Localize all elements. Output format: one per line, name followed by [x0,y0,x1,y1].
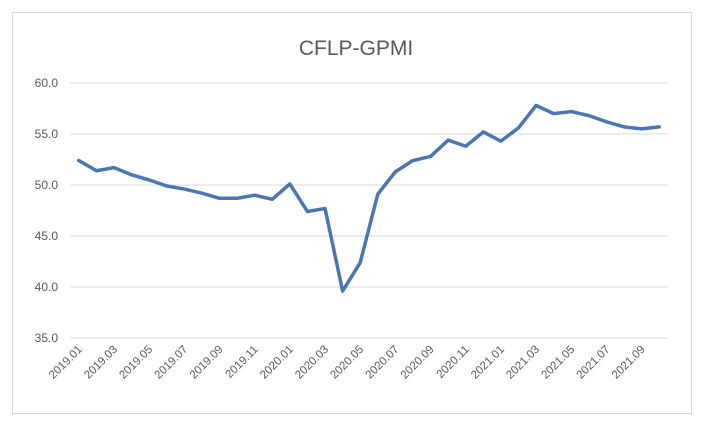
y-tick-label: 40.0 [35,280,59,294]
chart-title: CFLP-GPMI [299,37,413,60]
x-tick-label: 2020.07 [364,344,402,382]
x-tick-label: 2019.03 [82,344,120,382]
data-point [147,178,151,182]
x-tick-label: 2020.05 [328,344,366,382]
data-point [482,130,485,134]
x-tick-label: 2021.03 [504,344,542,382]
data-point [464,145,467,148]
data-point [359,261,362,264]
data-point [587,114,591,117]
x-tick-label: 2021.05 [540,344,578,382]
data-point [130,173,133,176]
data-point [218,197,221,200]
data-point [446,138,450,142]
data-point [95,169,98,172]
series-layer [77,103,661,293]
data-point [306,210,309,213]
data-point [429,155,432,158]
data-point [183,187,186,191]
x-tick-label: 2021.09 [610,344,648,382]
data-point [253,194,256,197]
data-point [323,207,327,210]
y-tick-label: 55.0 [35,127,59,141]
chart-frame: CFLP-GPMI 35.0 40.0 45.0 50.0 55.0 60.0 2019.… [12,12,692,414]
y-axis-ticks: 35.0 40.0 45.0 50.0 55.0 60.0 [35,76,59,345]
data-point [394,170,397,173]
data-point [200,191,204,195]
x-tick-label: 2020.09 [399,344,437,382]
x-tick-label: 2019.07 [153,344,191,382]
y-tick-label: 50.0 [35,178,59,192]
line-chart: CFLP-GPMI 35.0 40.0 45.0 50.0 55.0 60.0 2019.… [35,37,668,382]
x-tick-label: 2019.11 [224,344,261,381]
y-tick-label: 45.0 [35,229,59,243]
data-point [376,192,379,196]
data-point [235,197,239,200]
data-point [534,104,538,107]
data-point [640,127,643,131]
x-tick-label: 2021.01 [469,344,507,382]
x-tick-label: 2019.01 [47,344,85,382]
x-tick-label: 2020.03 [293,344,331,382]
data-point [288,182,292,186]
data-point [517,126,520,130]
x-tick-label: 2020.01 [258,344,296,382]
x-tick-label: 2019.09 [188,344,226,382]
data-point [341,289,344,293]
data-point [271,198,274,201]
x-tick-label: 2021.07 [575,344,613,382]
gridlines [70,82,668,339]
data-point [411,159,415,162]
x-tick-label: 2020.11 [435,344,472,381]
data-point [605,120,608,123]
y-tick-label: 35.0 [35,331,59,345]
data-point [165,184,168,188]
data-point [658,125,661,129]
y-tick-label: 60.0 [35,76,59,90]
data-point [570,110,573,113]
series-line-0 [77,103,661,293]
data-point [499,139,503,143]
data-point [77,159,80,162]
x-tick-label: 2019.05 [117,344,155,382]
data-point [552,112,555,115]
data-point [622,125,626,129]
data-point [112,166,116,169]
x-axis-ticks: 2019.012019.032019.052019.072019.092019.… [47,344,648,382]
